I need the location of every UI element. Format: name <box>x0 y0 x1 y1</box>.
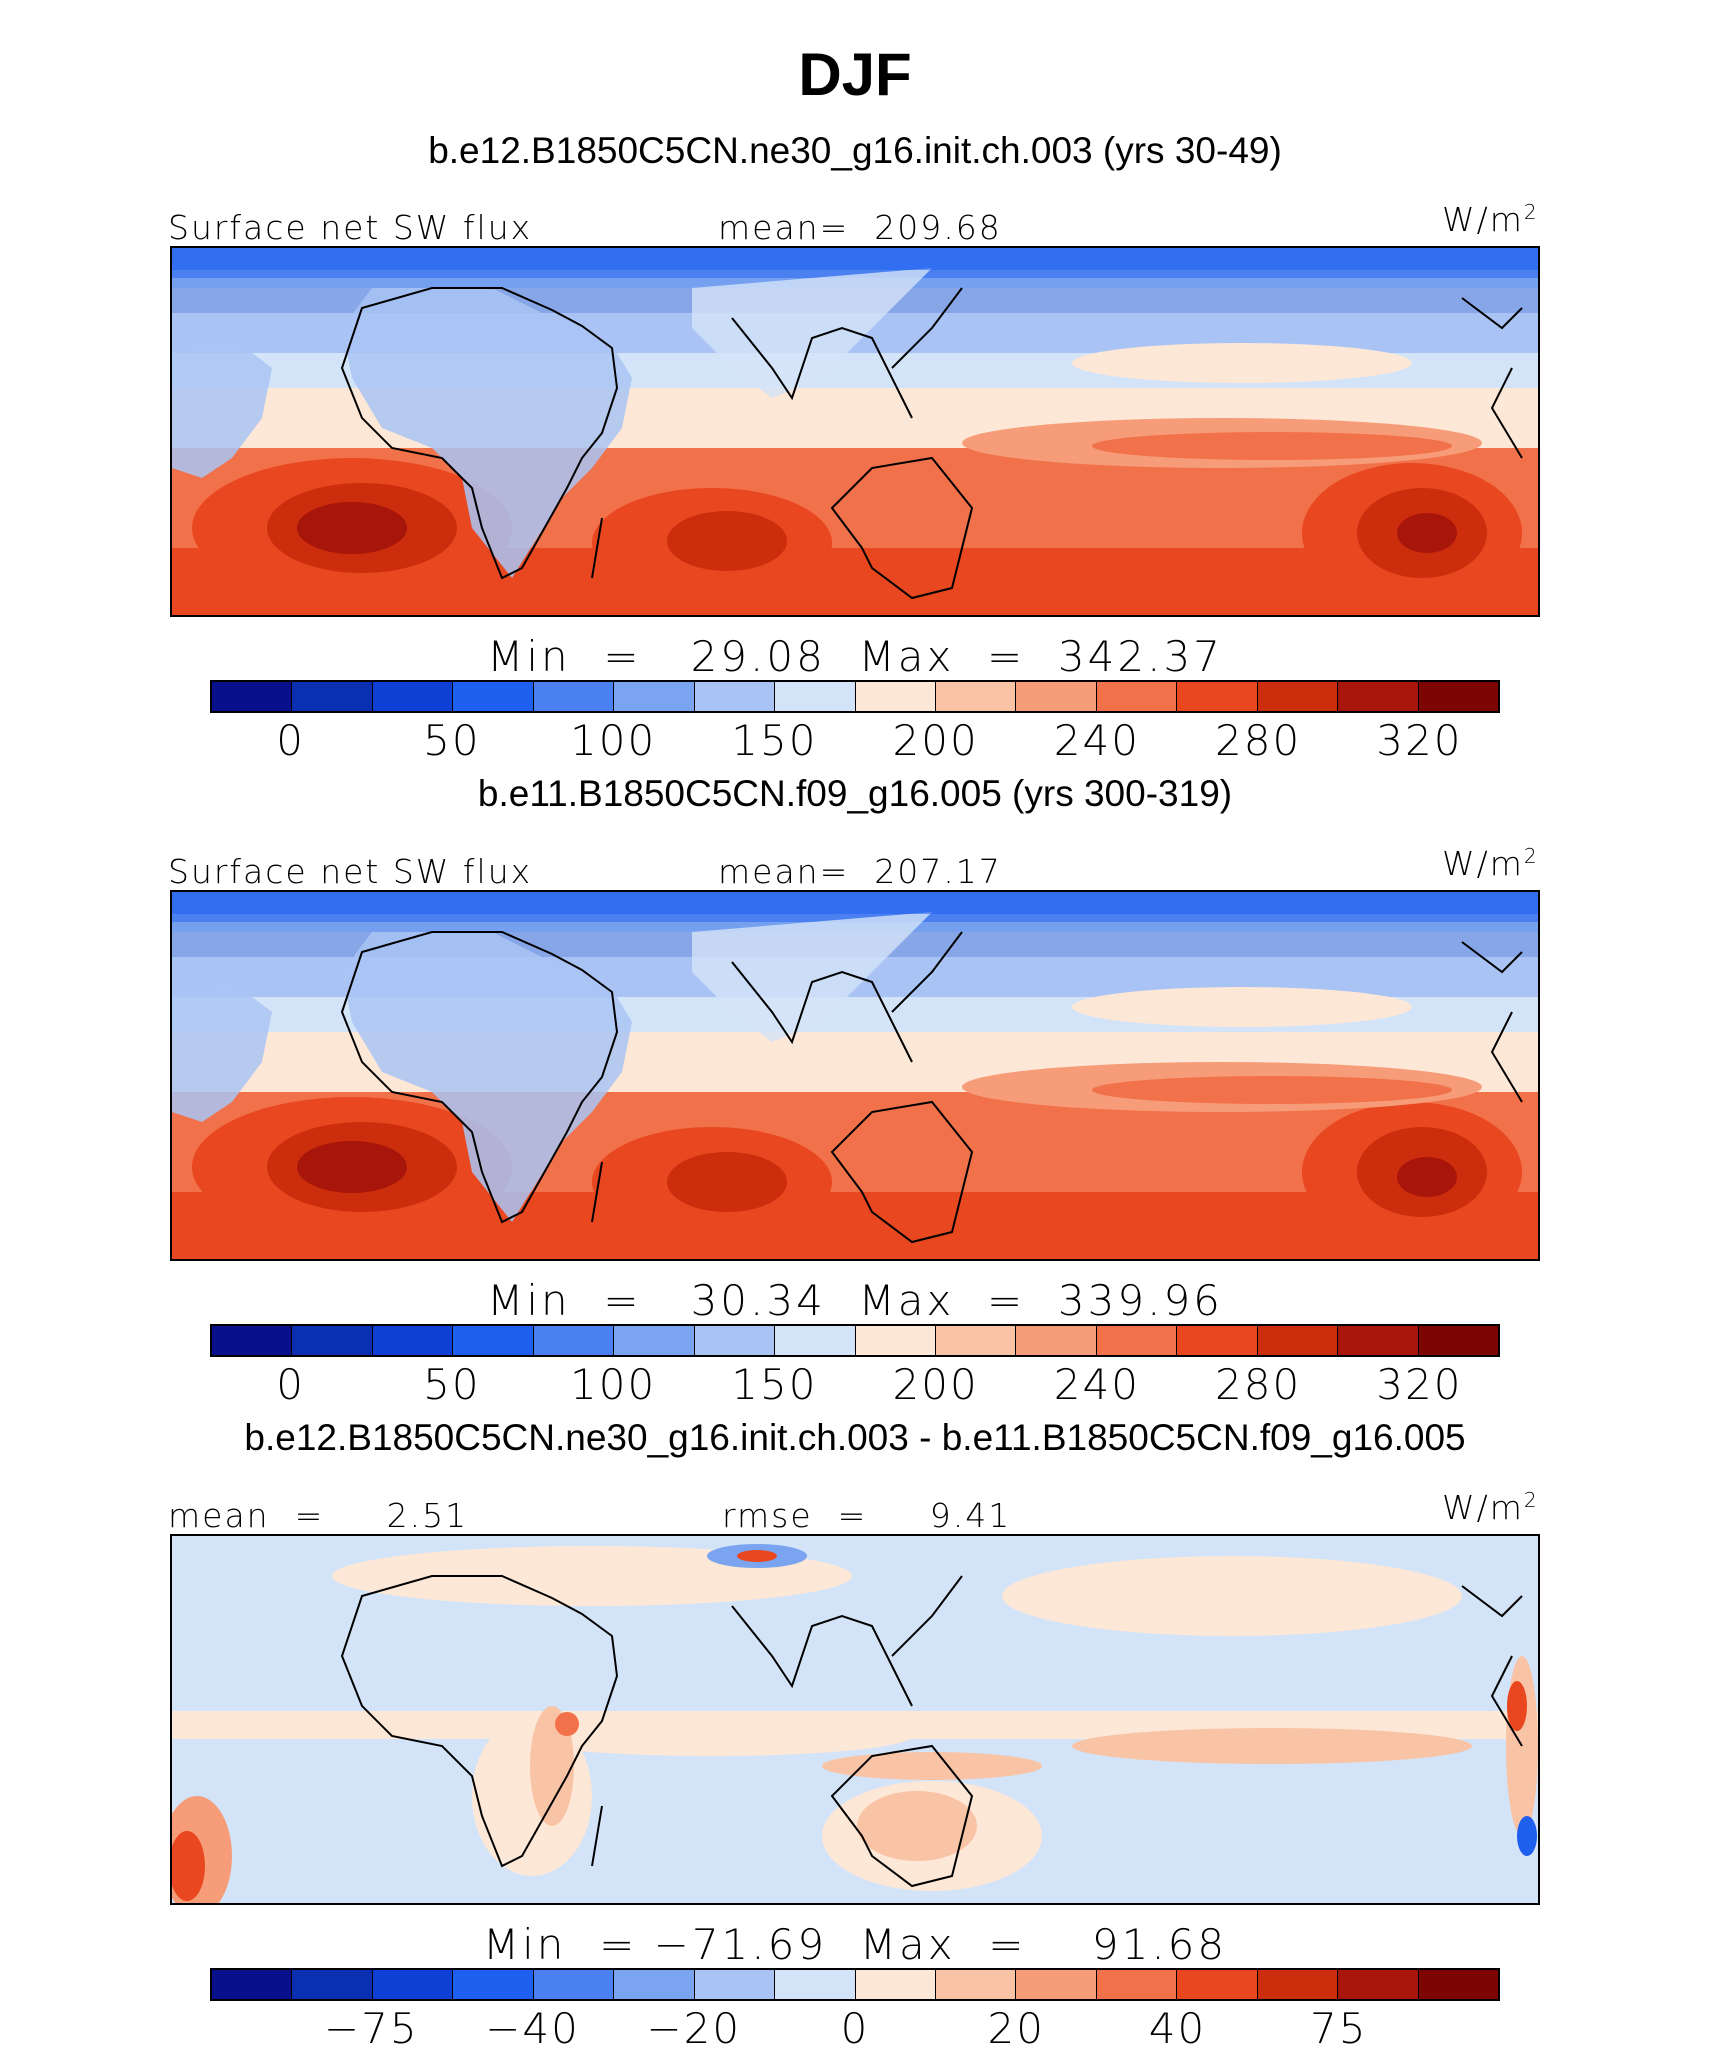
colorbar-swatch <box>935 682 1017 711</box>
colorbar-swatch <box>855 1970 936 1999</box>
colorbar-tick-label: 20 <box>987 2004 1045 2053</box>
colorbar-tick-label: 75 <box>1310 2004 1368 2053</box>
colorbar-tick-label: 150 <box>731 716 818 765</box>
panel-1-contour-field <box>172 248 1538 615</box>
panel-1-colorbar-ticks: 0 50 100 150 200 240 280 320 <box>0 716 1710 766</box>
colorbar-swatch <box>1257 1326 1339 1355</box>
panel-3-colorbar <box>210 1968 1500 2001</box>
colorbar-tick-label: 40 <box>1148 2004 1207 2053</box>
figure-title: DJF <box>798 41 912 108</box>
colorbar-tick-label: 50 <box>423 1360 481 1409</box>
colorbar-tick-label: 320 <box>1376 1360 1463 1409</box>
panel-1-map <box>170 246 1540 617</box>
colorbar-swatch <box>453 1326 534 1355</box>
colorbar-tick-label: −75 <box>323 2004 419 2053</box>
colorbar-tick-label: 240 <box>1053 1360 1140 1409</box>
colorbar-swatch <box>1096 682 1178 711</box>
colorbar-swatch <box>855 1326 936 1355</box>
panel-2-case-title: b.e11.B1850C5CN.f09_g16.005 (yrs 300-319… <box>477 773 1233 814</box>
panel-1-colorbar <box>210 680 1500 713</box>
colorbar-tick-label: 200 <box>892 716 979 765</box>
colorbar-swatch <box>935 1326 1017 1355</box>
colorbar-swatch <box>614 1326 695 1355</box>
colorbar-swatch <box>1177 1326 1258 1355</box>
colorbar-tick-label: 150 <box>731 1360 818 1409</box>
colorbar-tick-label: 240 <box>1053 716 1140 765</box>
panel-3-contour-field <box>172 1536 1538 1903</box>
colorbar-swatch <box>533 682 615 711</box>
colorbar-swatch <box>694 1970 776 1999</box>
colorbar-tick-label: −40 <box>485 2004 580 2053</box>
panel-3-map <box>170 1534 1540 1905</box>
colorbar-swatch <box>1016 1970 1097 1999</box>
colorbar-swatch <box>212 1970 293 1999</box>
colorbar-tick-label: −20 <box>646 2004 742 2053</box>
panel-3-minmax: Min = −71.69 Max = 91.68 <box>482 1920 1228 1969</box>
colorbar-swatch <box>1338 1970 1419 1999</box>
colorbar-swatch <box>694 1326 776 1355</box>
panel-3-case-title: b.e12.B1850C5CN.ne30_g16.init.ch.003 - b… <box>244 1417 1466 1458</box>
colorbar-swatch <box>1257 682 1339 711</box>
colorbar-swatch <box>292 682 373 711</box>
colorbar-tick-label: 280 <box>1215 716 1302 765</box>
panel-2-contour-field <box>172 892 1538 1259</box>
colorbar-swatch <box>1177 682 1258 711</box>
colorbar-swatch <box>1338 682 1419 711</box>
colorbar-tick-label: 0 <box>276 1360 305 1409</box>
panel-3-units: W/m2 <box>1442 1488 1539 1527</box>
colorbar-swatch <box>212 1326 293 1355</box>
colorbar-tick-label: 100 <box>570 716 657 765</box>
panel-3-colorbar-ticks: −75 −40 −20 0 20 40 75 <box>0 2004 1710 2054</box>
colorbar-tick-label: 0 <box>276 716 305 765</box>
panel-1-variable-label: Surface net SW flux <box>168 208 533 247</box>
colorbar-swatch <box>1016 1326 1097 1355</box>
colorbar-tick-label: 200 <box>892 1360 979 1409</box>
panel-3-rmse-label: rmse = 9.41 <box>722 1496 1012 1535</box>
colorbar-swatch <box>453 1970 534 1999</box>
colorbar-swatch <box>1096 1326 1178 1355</box>
panel-1-mean-label: mean= 209.68 <box>718 208 1002 247</box>
colorbar-swatch <box>1096 1970 1178 1999</box>
colorbar-tick-label: 0 <box>840 2004 870 2053</box>
colorbar-swatch <box>775 1970 856 1999</box>
panel-2-colorbar <box>210 1324 1500 1357</box>
colorbar-swatch <box>453 682 534 711</box>
colorbar-swatch <box>855 682 936 711</box>
colorbar-swatch <box>292 1970 373 1999</box>
panel-1-minmax: Min = 29.08 Max = 342.37 <box>487 632 1223 681</box>
colorbar-swatch <box>1177 1970 1258 1999</box>
panel-2-units: W/m2 <box>1442 844 1539 883</box>
colorbar-swatch <box>372 1970 454 1999</box>
colorbar-swatch <box>1418 682 1498 711</box>
panel-2-map <box>170 890 1540 1261</box>
panel-1-units: W/m2 <box>1442 200 1539 239</box>
colorbar-tick-label: 50 <box>423 716 481 765</box>
colorbar-tick-label: 280 <box>1215 1360 1302 1409</box>
colorbar-swatch <box>372 1326 454 1355</box>
colorbar-swatch <box>694 682 776 711</box>
colorbar-swatch <box>614 1970 695 1999</box>
colorbar-swatch <box>292 1326 373 1355</box>
panel-2-minmax: Min = 30.34 Max = 339.96 <box>487 1276 1223 1325</box>
colorbar-tick-label: 320 <box>1376 716 1463 765</box>
colorbar-swatch <box>212 682 293 711</box>
colorbar-swatch <box>1338 1326 1419 1355</box>
colorbar-swatch <box>1016 682 1097 711</box>
colorbar-tick-label: 100 <box>570 1360 657 1409</box>
panel-2-mean-label: mean= 207.17 <box>718 852 1002 891</box>
colorbar-swatch <box>935 1970 1017 1999</box>
panel-2-colorbar-ticks: 0 50 100 150 200 240 280 320 <box>0 1360 1710 1410</box>
colorbar-swatch <box>533 1970 615 1999</box>
panel-1-case-title: b.e12.B1850C5CN.ne30_g16.init.ch.003 (yr… <box>428 130 1282 171</box>
colorbar-swatch <box>775 682 856 711</box>
colorbar-swatch <box>1418 1326 1498 1355</box>
colorbar-swatch <box>533 1326 615 1355</box>
panel-2-variable-label: Surface net SW flux <box>168 852 533 891</box>
colorbar-swatch <box>614 682 695 711</box>
panel-3-mean-label: mean = 2.51 <box>168 1496 469 1535</box>
colorbar-swatch <box>372 682 454 711</box>
colorbar-swatch <box>775 1326 856 1355</box>
colorbar-swatch <box>1257 1970 1339 1999</box>
colorbar-swatch <box>1418 1970 1498 1999</box>
